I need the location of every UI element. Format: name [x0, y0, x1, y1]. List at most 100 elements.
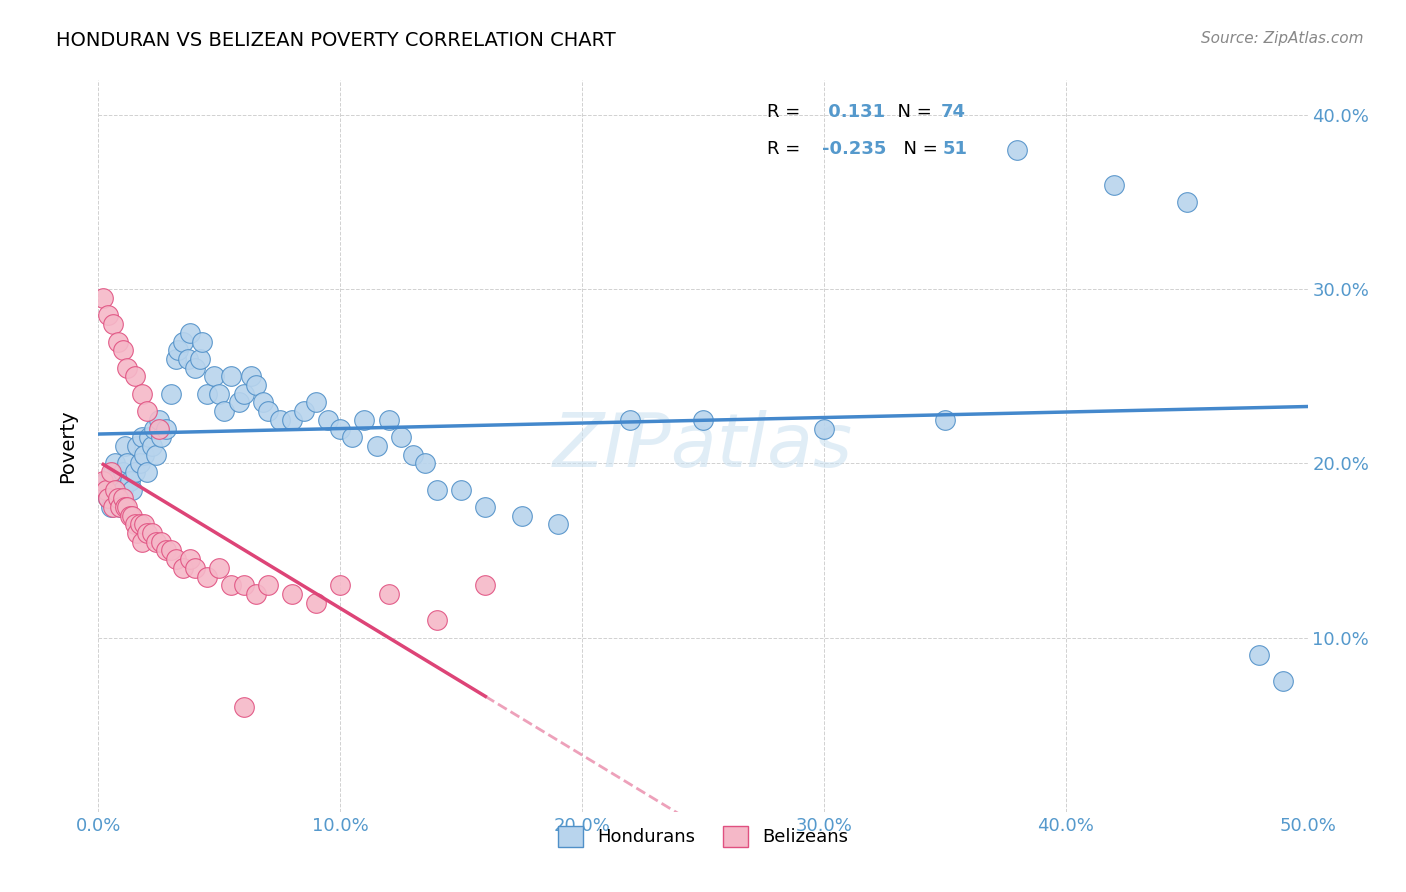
Point	[221, 369, 243, 384]
Point	[111, 465, 134, 479]
Point	[108, 500, 131, 514]
Point	[104, 457, 127, 471]
Point	[141, 439, 163, 453]
Point	[179, 326, 201, 340]
Point	[474, 500, 496, 514]
Point	[94, 483, 117, 497]
Point	[450, 483, 472, 497]
Point	[91, 291, 114, 305]
Point	[245, 378, 267, 392]
Text: R =: R =	[768, 103, 807, 120]
Point	[402, 448, 425, 462]
Text: 0.131: 0.131	[823, 103, 884, 120]
Point	[128, 457, 150, 471]
Text: 51: 51	[943, 140, 967, 158]
Point	[195, 569, 218, 583]
Point	[195, 386, 218, 401]
Point	[118, 508, 141, 523]
Point	[101, 317, 124, 331]
Point	[329, 578, 352, 592]
Point	[124, 369, 146, 384]
Point	[155, 421, 177, 435]
Point	[426, 483, 449, 497]
Point	[184, 561, 207, 575]
Point	[114, 500, 136, 514]
Point	[148, 421, 170, 435]
Point	[256, 404, 278, 418]
Text: ZIPatlas: ZIPatlas	[553, 410, 853, 482]
Point	[100, 500, 122, 514]
Point	[160, 543, 183, 558]
Point	[179, 552, 201, 566]
Point	[91, 483, 114, 497]
Point	[111, 343, 134, 358]
Point	[281, 587, 304, 601]
Point	[104, 483, 127, 497]
Point	[135, 404, 157, 418]
Point	[128, 517, 150, 532]
Point	[121, 508, 143, 523]
Point	[239, 369, 262, 384]
Point	[135, 526, 157, 541]
Point	[177, 351, 200, 366]
Point	[155, 543, 177, 558]
Point	[118, 474, 141, 488]
Point	[111, 483, 134, 497]
Point	[165, 351, 187, 366]
Point	[108, 500, 131, 514]
Point	[413, 457, 436, 471]
Text: -0.235: -0.235	[823, 140, 886, 158]
Point	[124, 465, 146, 479]
Point	[305, 596, 328, 610]
Point	[101, 500, 124, 514]
Point	[121, 483, 143, 497]
Point	[204, 369, 226, 384]
Point	[256, 578, 278, 592]
Point	[426, 613, 449, 627]
Point	[165, 552, 187, 566]
Point	[145, 534, 167, 549]
Text: Source: ZipAtlas.com: Source: ZipAtlas.com	[1201, 31, 1364, 46]
Point	[172, 334, 194, 349]
Point	[138, 430, 160, 444]
Point	[316, 413, 339, 427]
Point	[91, 474, 114, 488]
Point	[366, 439, 388, 453]
Point	[1007, 143, 1029, 157]
Point	[281, 413, 304, 427]
Point	[101, 465, 124, 479]
Point	[292, 404, 315, 418]
Point	[305, 395, 328, 409]
Point	[1272, 674, 1295, 689]
Point	[245, 587, 267, 601]
Point	[377, 413, 399, 427]
Point	[232, 386, 254, 401]
Text: 74: 74	[941, 103, 966, 120]
Point	[141, 526, 163, 541]
Point	[172, 561, 194, 575]
Point	[134, 448, 156, 462]
Point	[150, 430, 173, 444]
Point	[97, 491, 120, 506]
Point	[1175, 195, 1198, 210]
Point	[184, 360, 207, 375]
Point	[131, 534, 153, 549]
Point	[127, 526, 149, 541]
Point	[208, 386, 231, 401]
Text: N =: N =	[886, 103, 938, 120]
Y-axis label: Poverty: Poverty	[58, 409, 77, 483]
Point	[221, 578, 243, 592]
Point	[342, 430, 364, 444]
Point	[135, 465, 157, 479]
Point	[94, 474, 117, 488]
Point	[191, 334, 214, 349]
Point	[150, 534, 173, 549]
Point	[547, 517, 569, 532]
Point	[212, 404, 235, 418]
Point	[252, 395, 274, 409]
Point	[131, 430, 153, 444]
Point	[107, 483, 129, 497]
Point	[117, 457, 139, 471]
Point	[124, 517, 146, 532]
Text: HONDURAN VS BELIZEAN POVERTY CORRELATION CHART: HONDURAN VS BELIZEAN POVERTY CORRELATION…	[56, 31, 616, 50]
